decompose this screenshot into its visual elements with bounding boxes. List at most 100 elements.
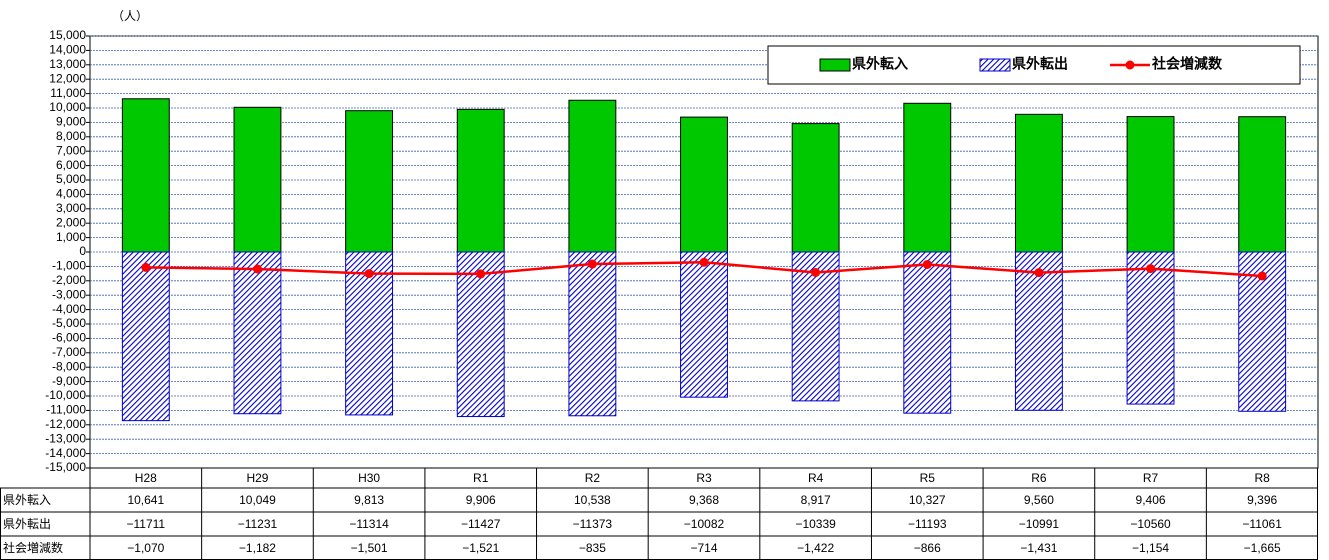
table-cell: −11373 [573,517,613,531]
bar [345,251,394,416]
y-tick-label: 3,000 [56,201,86,215]
table-cell: −1,665 [1244,541,1281,555]
bar [568,99,617,253]
unit-label: （人） [112,9,148,23]
line-marker [811,267,821,277]
legend-marker [1125,60,1135,70]
x-tick-label: H28 [135,471,157,485]
bar [456,251,505,418]
table-cell: −835 [579,541,606,555]
y-tick-label: -14,000 [45,446,86,460]
table-cell: −11314 [349,517,389,531]
y-tick-label: 8,000 [56,129,86,143]
x-tick-label: R1 [473,471,489,485]
y-tick-label: -5,000 [52,316,86,330]
table-cell: 9,368 [689,493,719,507]
table-cell: −11061 [1242,517,1282,531]
table-cell: −11427 [461,517,501,531]
y-tick-label: -13,000 [45,431,86,445]
line-marker [252,264,262,274]
x-tick-label: H30 [358,471,380,485]
legend-swatch [979,58,1011,72]
table-cell: −10339 [795,517,836,531]
y-tick-label: -2,000 [52,273,86,287]
bar [1126,116,1175,253]
x-tick-label: R2 [585,471,601,485]
y-tick-label: -8,000 [52,359,86,373]
bar [568,251,617,417]
table-cell: −1,422 [797,541,834,555]
table-row-label: 県外転入 [3,493,51,507]
line-marker [1257,271,1267,281]
table-cell: −1,521 [462,541,499,555]
y-tick-label: 10,000 [49,100,86,114]
x-tick-label: R5 [920,471,936,485]
table-cell: −1,182 [239,541,276,555]
y-tick-label: 13,000 [49,57,86,71]
y-tick-label: -6,000 [52,331,86,345]
bar [680,116,728,253]
y-tick-label: -7,000 [52,345,86,359]
y-tick-label: -11,000 [46,403,86,417]
x-tick-label: R7 [1143,471,1159,485]
y-tick-label: -4,000 [52,302,86,316]
table-cell: −11193 [908,517,947,531]
bar [1238,116,1287,253]
x-tick-label: R6 [1031,471,1047,485]
y-tick-label: -9,000 [52,374,86,388]
bar [345,110,394,253]
x-tick-label: R3 [696,471,712,485]
table-row-label: 県外転出 [3,517,51,531]
bar [1014,113,1063,253]
y-tick-label: 2,000 [56,215,86,229]
line-marker [1034,268,1044,278]
y-tick-label: -3,000 [52,287,86,301]
y-tick-label: 5,000 [56,172,86,186]
y-tick-label: 0 [79,244,86,258]
y-tick-label: 11,000 [50,86,86,100]
bar [456,108,505,253]
table-cell: −10991 [1019,517,1060,531]
table-cell: −1,154 [1132,541,1169,555]
bar [1126,251,1175,405]
x-tick-label: H29 [246,471,268,485]
table-cell: −1,501 [351,541,388,555]
table-cell: 9,560 [1024,493,1054,507]
table-cell: −11711 [127,517,166,531]
table-cell: −1,070 [127,541,164,555]
line-marker [922,259,932,269]
table-row-label: 社会増減数 [3,540,63,555]
table-cell: −866 [914,541,941,555]
bar [903,102,952,253]
line-marker [364,269,374,279]
bar [121,98,170,253]
table-cell: 10,538 [574,493,611,507]
y-tick-label: 15,000 [49,28,86,42]
y-tick-label: 6,000 [56,158,86,172]
line-marker [587,259,597,269]
y-tick-label: 12,000 [49,71,86,85]
table-cell: 10,327 [909,493,946,507]
bar [1014,251,1063,411]
y-tick-label: -10,000 [45,388,86,402]
line-marker [141,262,151,272]
x-tick-label: R8 [1255,471,1271,485]
line-marker [476,269,486,279]
bar [233,251,282,415]
y-tick-label: -15,000 [45,460,86,474]
y-tick-label: 7,000 [56,143,86,157]
legend-label: 県外転入 [852,56,908,72]
bar [121,251,170,422]
table-cell: −11231 [238,517,278,531]
table-cell: −10560 [1130,517,1171,531]
y-tick-label: 14,000 [49,43,86,57]
table-cell: 9,396 [1247,493,1277,507]
bar [903,251,952,414]
legend-swatch [819,58,851,72]
table-cell: 9,906 [466,493,496,507]
y-tick-label: 4,000 [56,187,86,201]
line-marker [1146,264,1156,274]
table-cell: 9,406 [1136,493,1166,507]
legend: 県外転入 県外転出 社会増減数 [767,45,1301,85]
table-cell: 9,813 [354,493,384,507]
